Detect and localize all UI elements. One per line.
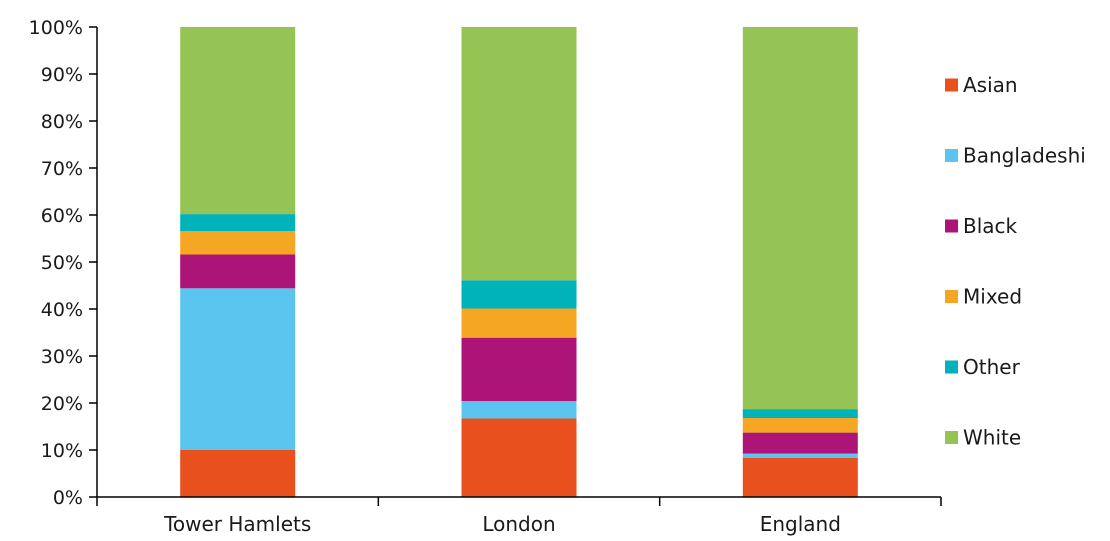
y-tick-label: 0%: [53, 487, 83, 509]
bar-segment-white-london: [461, 27, 577, 281]
y-tick-label: 40%: [41, 299, 83, 321]
bar-segment-bangladeshi-london: [461, 401, 577, 419]
bar-segment-black-tower-hamlets: [180, 254, 296, 289]
bar-segment-mixed-england: [742, 418, 858, 433]
bars-group: [180, 27, 858, 497]
legend-label-black: Black: [963, 214, 1018, 238]
legend-label-asian: Asian: [963, 73, 1018, 97]
bar-segment-other-london: [461, 280, 577, 309]
bar-segment-asian-london: [461, 418, 577, 497]
y-tick-label: 20%: [41, 393, 83, 415]
bar-segment-mixed-london: [461, 308, 577, 338]
legend-swatch-other: [945, 360, 958, 374]
axes-group: 0% 10% 20% 30% 40% 50% 60% 70% 80% 90% 100% Tower H…: [29, 17, 942, 536]
y-tick-label: 60%: [41, 205, 83, 227]
bar-segment-bangladeshi-tower-hamlets: [180, 288, 296, 450]
bar-segment-asian-tower-hamlets: [180, 450, 296, 497]
legend-label-bangladeshi: Bangladeshi: [963, 144, 1086, 168]
legend-label-other: Other: [963, 355, 1021, 379]
y-tick-label: 50%: [41, 252, 83, 274]
y-tick-label: 70%: [41, 158, 83, 180]
bar-segment-black-london: [461, 337, 577, 402]
legend-label-white: White: [963, 426, 1021, 450]
bar-segment-white-tower-hamlets: [180, 27, 296, 215]
bar-segment-mixed-tower-hamlets: [180, 231, 296, 255]
legend-label-mixed: Mixed: [963, 285, 1022, 309]
legend-swatch-mixed: [945, 290, 958, 303]
x-category-label: London: [482, 512, 555, 536]
y-tick-label: 30%: [41, 346, 83, 368]
legend-swatch-bangladeshi: [945, 149, 958, 162]
bar-segment-asian-england: [742, 458, 858, 497]
x-category-label: England: [760, 512, 841, 536]
x-category-label: Tower Hamlets: [163, 512, 311, 536]
bar-segment-white-england: [742, 27, 858, 410]
y-tick-label: 90%: [41, 64, 83, 86]
bar-segment-other-tower-hamlets: [180, 214, 296, 231]
legend-swatch-black: [945, 219, 958, 233]
legend: Asian Bangladeshi Black Mixed Other White: [945, 73, 1086, 450]
y-tick-label: 80%: [41, 111, 83, 133]
legend-swatch-white: [945, 431, 958, 444]
y-tick-label: 10%: [41, 440, 83, 462]
legend-swatch-asian: [945, 78, 958, 92]
y-tick-label: 100%: [29, 17, 83, 39]
bar-segment-black-england: [742, 432, 858, 454]
bar-segment-other-england: [742, 409, 858, 418]
bar-segment-bangladeshi-england: [742, 453, 858, 458]
